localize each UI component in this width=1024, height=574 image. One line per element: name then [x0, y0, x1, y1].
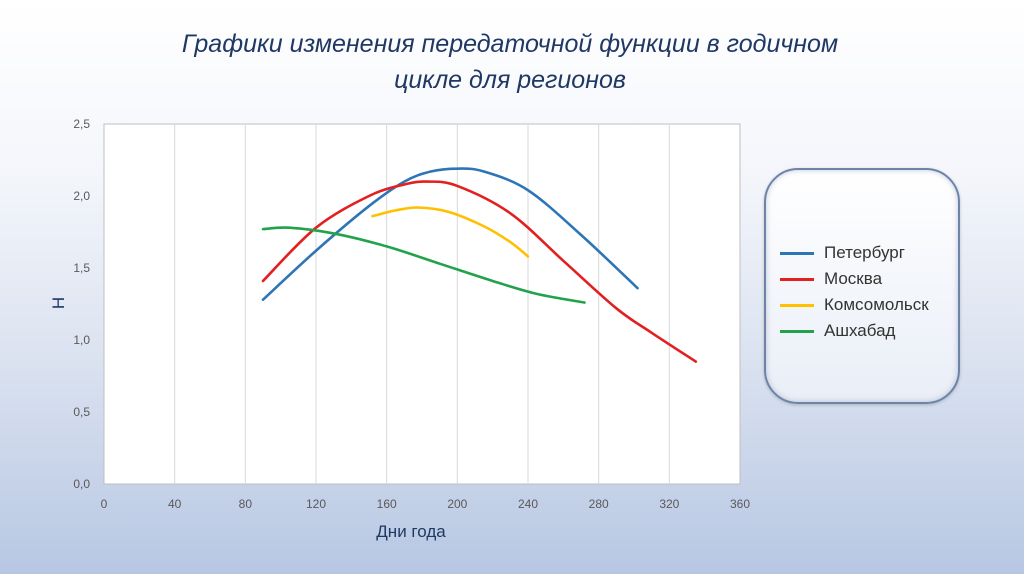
legend-swatch	[780, 329, 814, 333]
series-line-0	[261, 167, 639, 301]
x-tick-label: 160	[377, 497, 397, 511]
series-line-2	[371, 206, 530, 258]
legend-item-komsomolsk: Комсомольск	[780, 292, 929, 318]
series-line-1	[261, 180, 698, 363]
x-tick-label: 320	[659, 497, 679, 511]
series-lines	[261, 167, 698, 363]
y-tick-label: 1,0	[73, 333, 90, 347]
legend-list: Петербург Москва Комсомольск Ашхабад	[780, 240, 929, 344]
legend-item-ashkhabad: Ашхабад	[780, 318, 929, 344]
legend-label: Петербург	[824, 243, 905, 262]
x-tick-label: 0	[101, 497, 108, 511]
legend: Петербург Москва Комсомольск Ашхабад	[764, 168, 960, 404]
legend-item-peterburg: Петербург	[780, 240, 929, 266]
legend-label: Москва	[824, 269, 883, 288]
legend-label: Комсомольск	[824, 295, 929, 314]
x-tick-label: 240	[518, 497, 538, 511]
x-tick-labels: 0 40 80 120 160 200 240 280 320 360	[101, 497, 751, 511]
x-tick-label: 280	[589, 497, 609, 511]
chart-title: Графики изменения передаточной функции в…	[181, 30, 839, 94]
x-tick-label: 360	[730, 497, 750, 511]
legend-swatch	[780, 251, 814, 255]
x-tick-label: 80	[239, 497, 253, 511]
plot-area	[103, 123, 741, 485]
y-tick-label: 0,0	[73, 477, 90, 491]
y-tick-label: 2,0	[73, 189, 90, 203]
legend-item-moskva: Москва	[780, 266, 929, 292]
grid-lines	[174, 124, 670, 484]
series-line-3	[261, 226, 586, 304]
x-axis-label: Дни года	[376, 522, 446, 541]
y-tick-label: 2,5	[73, 117, 90, 131]
x-tick-label: 40	[168, 497, 182, 511]
legend-swatch	[780, 303, 814, 307]
y-axis-label: Н	[49, 297, 68, 309]
y-tick-labels: 0,0 0,5 1,0 1,5 2,0 2,5	[73, 117, 90, 491]
y-tick-label: 0,5	[73, 405, 90, 419]
y-tick-label: 1,5	[73, 261, 90, 275]
legend-label: Ашхабад	[824, 321, 896, 340]
legend-swatch	[780, 277, 814, 281]
x-tick-label: 200	[447, 497, 467, 511]
x-tick-label: 120	[306, 497, 326, 511]
